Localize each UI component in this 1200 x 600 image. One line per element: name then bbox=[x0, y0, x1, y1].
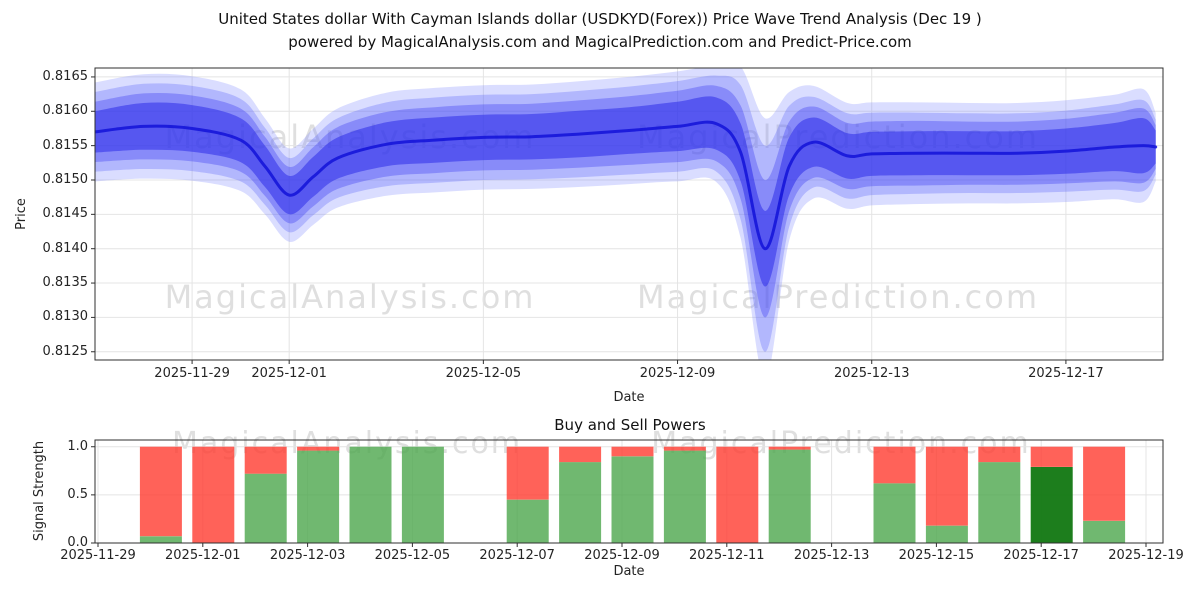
power-x-tick-label: 2025-12-05 bbox=[374, 548, 451, 563]
buy-bar bbox=[506, 499, 549, 543]
buy-bar bbox=[1030, 467, 1073, 543]
power-axes-border bbox=[94, 439, 1164, 544]
price-y-tick-label: 0.8165 bbox=[42, 68, 89, 84]
price-y-tick-label: 0.8140 bbox=[42, 240, 89, 256]
buy-bar bbox=[663, 450, 706, 543]
buy-bar bbox=[401, 446, 444, 543]
figure-title-line2: powered by MagicalAnalysis.com and Magic… bbox=[288, 32, 912, 51]
power-x-tick-label: 2025-11-29 bbox=[60, 548, 136, 563]
price-y-tick-label: 0.8125 bbox=[42, 343, 89, 359]
price-y-tick-label: 0.8135 bbox=[42, 275, 89, 291]
watermark-analysis-mid: MagicalAnalysis.com bbox=[164, 278, 536, 316]
power-x-tick-label: 2025-12-03 bbox=[269, 548, 346, 563]
buy-bar bbox=[139, 536, 182, 543]
buy-bar bbox=[925, 525, 968, 543]
buy-bar bbox=[349, 446, 392, 543]
sell-bar bbox=[873, 446, 916, 484]
sell-bar bbox=[768, 446, 811, 450]
watermark-prediction-mid: MagicalPrediction.com bbox=[637, 278, 1039, 316]
power-x-axis-label: Date bbox=[613, 564, 645, 579]
price-x-tick-label: 2025-12-09 bbox=[639, 366, 716, 381]
figure-title: United States dollar With Cayman Islands… bbox=[0, 8, 1200, 53]
sell-bar bbox=[1083, 446, 1126, 521]
price-x-tick-label: 2025-12-05 bbox=[445, 366, 522, 381]
buy-bar bbox=[611, 456, 654, 543]
price-y-tick-label: 0.8145 bbox=[42, 206, 89, 222]
buy-bar bbox=[978, 462, 1021, 543]
figure-title-line1: United States dollar With Cayman Islands… bbox=[218, 10, 982, 28]
price-x-tick-label: 2025-12-17 bbox=[1028, 366, 1104, 381]
sell-bar bbox=[297, 446, 340, 451]
buy-bar bbox=[873, 483, 916, 543]
buy-bar bbox=[1083, 520, 1126, 543]
sell-bar bbox=[978, 446, 1021, 463]
power-bars bbox=[139, 446, 1126, 543]
buy-bar bbox=[768, 449, 811, 543]
sell-bar bbox=[925, 446, 968, 526]
sell-bar bbox=[716, 446, 759, 543]
buy-bar bbox=[559, 462, 602, 543]
power-x-tick-label: 2025-12-11 bbox=[689, 548, 765, 563]
power-y-tick-label: 0.5 bbox=[67, 486, 88, 502]
sell-bar bbox=[506, 446, 549, 500]
sell-bar bbox=[244, 446, 287, 474]
buy-bar bbox=[297, 450, 340, 543]
sell-bar bbox=[559, 446, 602, 463]
price-y-tick-label: 0.8160 bbox=[42, 103, 89, 119]
power-y-tick-label: 1.0 bbox=[67, 438, 88, 454]
sell-bar bbox=[611, 446, 654, 457]
power-x-tick-label: 2025-12-15 bbox=[898, 548, 975, 563]
price-band-core-band bbox=[95, 96, 1156, 287]
buy-bar bbox=[244, 473, 287, 543]
price-y-tick-label: 0.8130 bbox=[42, 309, 89, 325]
sell-bar bbox=[192, 446, 235, 543]
price-core-line bbox=[95, 120, 1158, 251]
price-y-tick-label: 0.8150 bbox=[42, 171, 89, 187]
power-x-tick-label: 2025-12-01 bbox=[165, 548, 241, 563]
power-y-tick-label: 0.0 bbox=[67, 535, 88, 550]
price-x-tick-label: 2025-12-01 bbox=[251, 366, 327, 381]
power-x-tick-label: 2025-12-13 bbox=[793, 548, 870, 563]
power-x-tick-label: 2025-12-17 bbox=[1003, 548, 1079, 563]
power-x-tick-label: 2025-12-09 bbox=[584, 548, 660, 563]
power-x-tick-label: 2025-12-19 bbox=[1108, 548, 1184, 563]
price-wave-bands bbox=[95, 68, 1158, 360]
sell-bar bbox=[1030, 446, 1073, 467]
sell-bar bbox=[139, 446, 182, 537]
price-y-tick-label: 0.8155 bbox=[42, 137, 89, 153]
sell-bar bbox=[663, 446, 706, 451]
price-x-axis-label: Date bbox=[613, 390, 645, 405]
price-x-tick-label: 2025-12-13 bbox=[833, 366, 910, 381]
power-x-tick-label: 2025-12-07 bbox=[479, 548, 555, 563]
price-x-tick-label: 2025-11-29 bbox=[154, 366, 230, 381]
power-chart-title: Buy and Sell Powers bbox=[554, 416, 706, 434]
